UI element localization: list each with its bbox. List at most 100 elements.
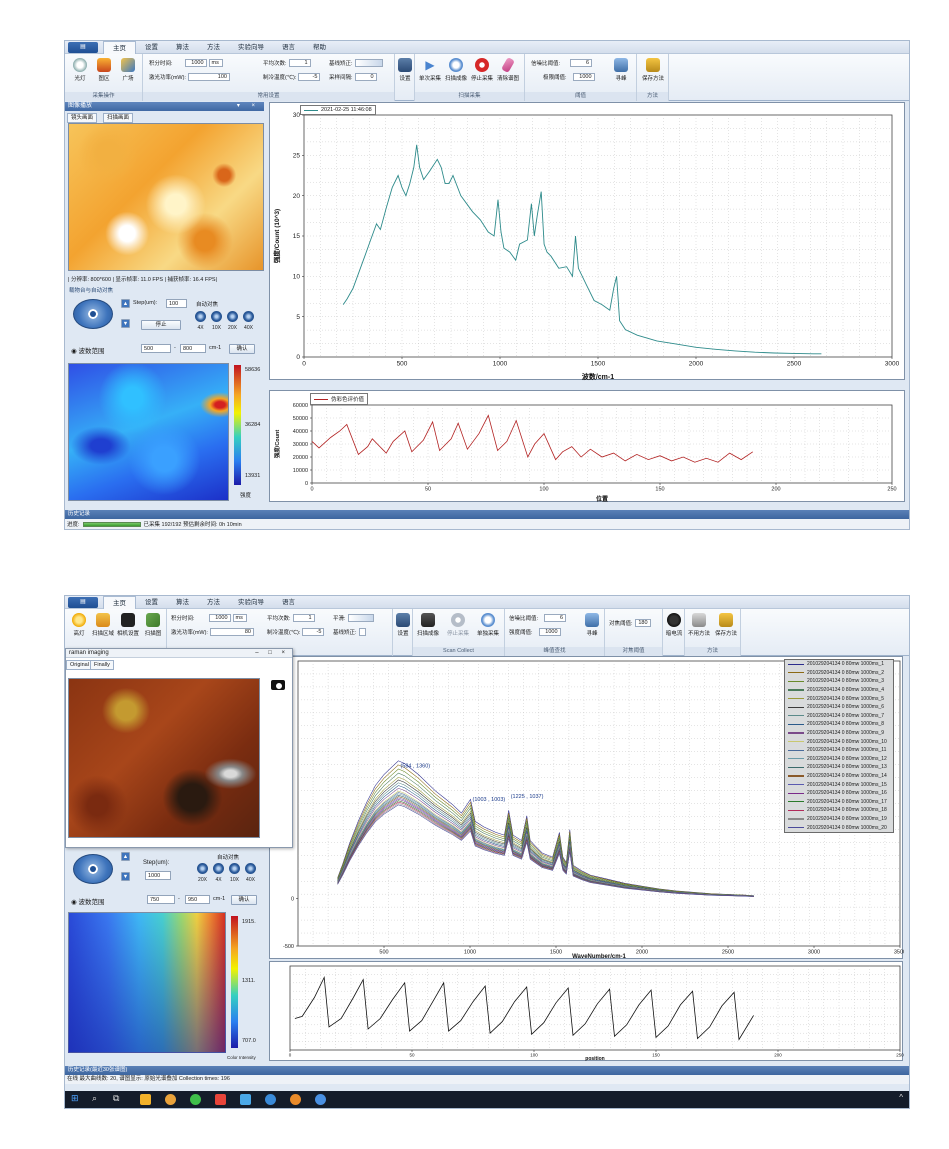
save-method-button[interactable]: 保存方法 — [640, 57, 666, 87]
limit-threshold-input[interactable]: 1000 — [572, 73, 595, 81]
focus-threshold-input[interactable]: 180 — [634, 619, 651, 627]
task-view-icon[interactable]: ⧉ — [113, 1093, 120, 1103]
tab-language[interactable]: 语言 — [282, 598, 295, 606]
history-panel-header[interactable]: 历史记录(最近30张谱图) — [65, 1066, 909, 1075]
file-explorer-icon[interactable] — [140, 1094, 151, 1105]
stage-joystick[interactable] — [73, 299, 113, 329]
app-menu-button[interactable]: ▤ — [68, 41, 98, 53]
tab-wizard[interactable]: 实验向导 — [238, 43, 264, 51]
region-button[interactable]: 图区 — [91, 57, 117, 87]
cooling-temp-input[interactable]: -5 — [302, 628, 325, 636]
single-capture-button[interactable]: ▶ 单次采集 — [418, 58, 441, 82]
lens-40x-button[interactable] — [245, 863, 256, 874]
position-chart[interactable]: 0 50 100 150 200 250 position — [270, 962, 904, 1062]
scan-region-button[interactable]: 扫描区域 — [90, 612, 116, 642]
tab-home[interactable]: 主页 — [103, 41, 136, 54]
int-time-unit-select[interactable]: ms — [232, 614, 247, 622]
save-method-button[interactable]: 保存方法 — [713, 612, 739, 642]
window-controls[interactable]: – □ × — [255, 650, 289, 656]
avg-count-input[interactable]: 1 — [288, 59, 311, 67]
app-shield-icon[interactable] — [315, 1094, 326, 1105]
square-button[interactable]: 广场 — [115, 57, 141, 87]
find-peak-button[interactable]: 寻峰 — [608, 57, 634, 87]
browser-icon[interactable] — [190, 1094, 201, 1105]
search-icon[interactable]: ⌕ — [92, 1093, 98, 1103]
tab-algorithm[interactable]: 算法 — [176, 598, 189, 606]
snr-input[interactable]: 6 — [570, 59, 593, 67]
int-time-unit-select[interactable]: ms — [208, 59, 223, 67]
avg-count-input[interactable]: 1 — [292, 614, 315, 622]
lens-20x-button[interactable] — [227, 311, 238, 322]
wave-range-radio[interactable]: ◉ 波数范围 — [71, 899, 105, 906]
search-app-icon[interactable] — [165, 1094, 176, 1105]
laser-power-input[interactable]: 80 — [209, 628, 254, 636]
tray-expand-icon[interactable]: ^ — [899, 1093, 903, 1102]
tab-language[interactable]: 语言 — [282, 43, 295, 51]
clear-spectrum-button[interactable]: 清除谱图 — [495, 56, 521, 87]
stop-button[interactable]: 停止 — [141, 320, 181, 330]
app-red-icon[interactable] — [215, 1094, 226, 1105]
int-time-input[interactable]: 1000 — [208, 614, 231, 622]
find-peak-button[interactable]: 寻峰 — [579, 612, 605, 642]
baseline-checkbox[interactable] — [358, 628, 366, 636]
lens-4x-button[interactable] — [195, 311, 206, 322]
camera-settings-button[interactable]: 相机设置 — [115, 612, 141, 642]
step-input[interactable]: 100 — [166, 299, 187, 308]
confirm-button[interactable]: 确认 — [229, 344, 255, 354]
intensity-threshold-input[interactable]: 1000 — [538, 628, 561, 636]
tab-camera-view[interactable]: 镜头画面 — [67, 113, 98, 123]
history-panel-header[interactable]: 历史记录 — [65, 510, 909, 519]
scan-imaging-button[interactable]: 扫描成像 — [415, 612, 441, 642]
lens-10x-button[interactable] — [229, 863, 240, 874]
up-arrow-button[interactable]: ▲ — [121, 299, 130, 308]
cooling-temp-input[interactable]: -5 — [298, 73, 321, 81]
range-min-input[interactable]: 500 — [141, 344, 171, 353]
tab-scan-view[interactable]: 扫描画面 — [103, 113, 134, 123]
int-time-input[interactable]: 1000 — [184, 59, 207, 67]
up-arrow-button[interactable]: ▲ — [121, 852, 130, 861]
wave-range-radio[interactable]: ◉ 波数范围 — [71, 348, 105, 355]
camera-icon[interactable] — [271, 680, 285, 690]
settings-button[interactable]: 设置 — [392, 57, 418, 87]
tab-method[interactable]: 方法 — [207, 43, 220, 51]
step-input[interactable]: 1000 — [145, 871, 171, 880]
settings-button[interactable]: 设置 — [390, 612, 416, 642]
tab-settings[interactable]: 设置 — [145, 43, 158, 51]
laser-power-input[interactable]: 100 — [187, 73, 230, 81]
tab-finally[interactable]: Finally — [90, 660, 114, 670]
scan-image-button[interactable]: 扫描图 — [140, 612, 166, 642]
range-max-input[interactable]: 950 — [185, 895, 210, 904]
tab-wizard[interactable]: 实验向导 — [238, 598, 264, 606]
scan-imaging-button[interactable]: 扫描成像 — [443, 57, 469, 87]
baseline-slider[interactable] — [354, 59, 383, 67]
stop-capture-button[interactable]: 停止采集 — [445, 612, 471, 642]
tab-method[interactable]: 方法 — [207, 598, 220, 606]
panel-controls[interactable]: ▾ × — [236, 103, 260, 109]
windows-start-icon[interactable]: ⊞ — [71, 1093, 79, 1103]
lens-20x-button[interactable] — [197, 863, 208, 874]
smooth-slider[interactable] — [347, 614, 374, 622]
lens-40x-button[interactable] — [243, 311, 254, 322]
dark-current-button[interactable]: 暗电流 — [661, 612, 687, 642]
range-max-input[interactable]: 800 — [180, 344, 206, 353]
stage-joystick[interactable] — [73, 854, 113, 884]
app-orange-icon[interactable] — [290, 1094, 301, 1105]
range-min-input[interactable]: 750 — [147, 895, 175, 904]
app-globe-icon[interactable] — [265, 1094, 276, 1105]
down-arrow-button[interactable]: ▼ — [121, 319, 130, 328]
lens-10x-button[interactable] — [211, 311, 222, 322]
stop-capture-button[interactable]: 停止采集 — [469, 57, 495, 87]
high-light-button[interactable]: 高灯 — [66, 612, 92, 642]
tab-algorithm[interactable]: 算法 — [176, 43, 189, 51]
down-arrow-button[interactable]: ▼ — [121, 872, 130, 881]
snr-input[interactable]: 6 — [544, 614, 567, 622]
tab-original[interactable]: Original — [66, 660, 93, 670]
interval-input[interactable]: 0 — [354, 73, 377, 81]
tab-help[interactable]: 帮助 — [313, 43, 326, 51]
app-blue-icon[interactable] — [240, 1094, 251, 1105]
tab-settings[interactable]: 设置 — [145, 598, 158, 606]
no-method-button[interactable]: 不用方法 — [686, 612, 712, 642]
light-button[interactable]: 光灯 — [67, 57, 93, 87]
tab-home[interactable]: 主页 — [103, 596, 136, 609]
confirm-button[interactable]: 确认 — [231, 895, 257, 905]
